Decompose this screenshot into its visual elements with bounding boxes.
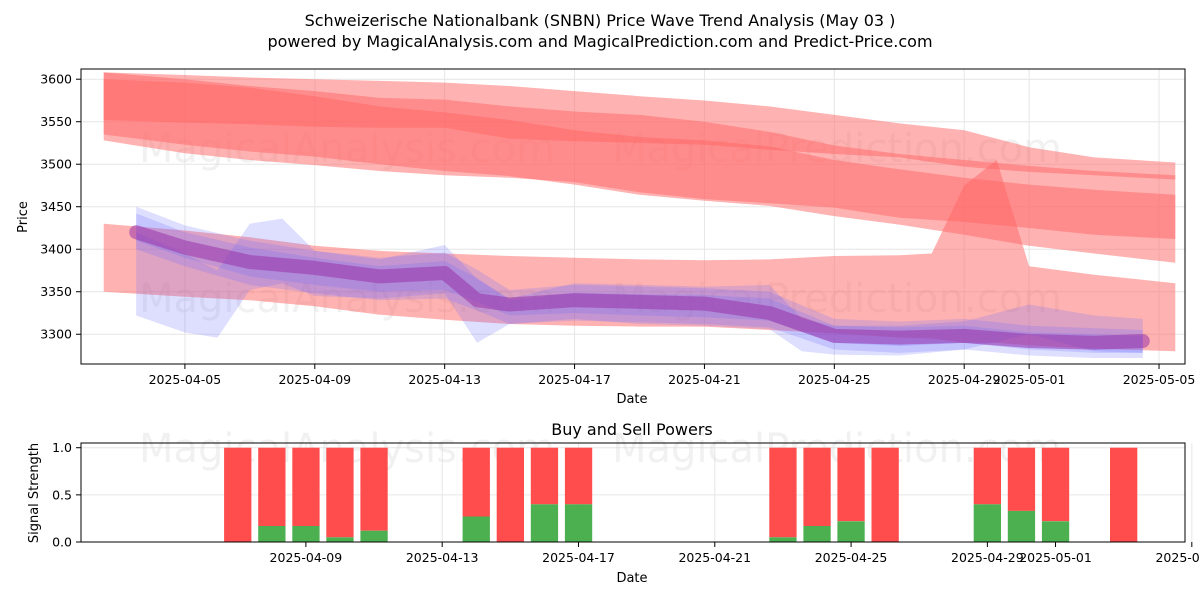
- sell-bar-1: [258, 447, 286, 526]
- chart-title-line1: Schweizerische Nationalbank (SNBN) Price…: [305, 11, 896, 30]
- price-y-tick-label-5: 3550: [40, 114, 72, 129]
- buy-bar-5: [462, 516, 490, 542]
- signal-bars: [224, 447, 1138, 542]
- sell-bar-11: [837, 447, 865, 522]
- signal-x-ticks: 2025-04-09 2025-04-13 2025-04-17 2025-04-21…: [270, 542, 1200, 565]
- signal-x-tick-label-6: 2025-05-01: [1019, 550, 1092, 565]
- price-x-label: Date: [616, 392, 647, 407]
- signal-x-tick-label-1: 2025-04-13: [406, 550, 479, 565]
- price-y-tick-label-4: 3500: [40, 157, 72, 172]
- buy-bar-15: [1041, 521, 1070, 542]
- price-x-tick-label-7: 2025-05-01: [993, 372, 1066, 387]
- sell-bar-2: [292, 447, 320, 526]
- signal-y-ticks: 0.0 0.5 1.0: [52, 440, 81, 550]
- sell-bar-0: [224, 447, 252, 542]
- buy-bar-2: [292, 526, 320, 542]
- signal-x-label: Date: [616, 571, 647, 586]
- signal-x-tick-label-5: 2025-04-29: [951, 550, 1024, 565]
- signal-chart-title: Buy and Sell Powers: [551, 420, 713, 439]
- price-x-tick-label-6: 2025-04-29: [928, 372, 1001, 387]
- purple-trend-line: [129, 225, 1150, 350]
- price-y-tick-label-2: 3400: [40, 242, 72, 257]
- sell-bar-3: [326, 447, 354, 538]
- sell-bar-6: [496, 447, 524, 542]
- sell-bar-7: [530, 447, 559, 505]
- price-chart: MagicalAnalysis.com MagicalPrediction.co…: [16, 68, 1196, 407]
- signal-x-tick-label-7: 2025-05-05: [1155, 550, 1200, 565]
- buy-bar-9: [769, 537, 797, 542]
- sell-bar-8: [564, 447, 593, 505]
- signal-x-tick-label-2: 2025-04-17: [542, 550, 615, 565]
- price-x-tick-label-0: 2025-04-05: [149, 372, 222, 387]
- red-wave-band-3: [103, 160, 1176, 352]
- sell-bar-5: [462, 447, 490, 517]
- buy-bar-10: [803, 526, 831, 542]
- price-x-ticks: 2025-04-05 2025-04-09 2025-04-13 2025-04-17…: [149, 364, 1196, 387]
- signal-x-tick-label-0: 2025-04-09: [270, 550, 343, 565]
- sell-bar-14: [1007, 447, 1036, 511]
- price-x-tick-label-2: 2025-04-13: [408, 372, 481, 387]
- buy-bar-13: [973, 504, 1001, 542]
- sell-bar-4: [360, 447, 388, 531]
- signal-x-tick-label-3: 2025-04-21: [678, 550, 751, 565]
- sell-bar-12: [871, 447, 899, 542]
- sell-bar-13: [973, 447, 1001, 505]
- buy-bar-14: [1007, 510, 1036, 542]
- buy-bar-11: [837, 521, 865, 542]
- price-x-tick-label-1: 2025-04-09: [278, 372, 351, 387]
- signal-chart: Buy and Sell Powers MagicalAnalysis.com …: [27, 420, 1200, 586]
- signal-y-tick-label-0: 0.0: [52, 535, 72, 550]
- signal-y-label: Signal Strength: [27, 443, 42, 543]
- red-wave-band-2: [103, 79, 1176, 263]
- chart-title-line2: powered by MagicalAnalysis.com and Magic…: [267, 32, 932, 51]
- price-y-tick-label-6: 3600: [40, 72, 72, 87]
- price-x-tick-label-8: 2025-05-05: [1123, 372, 1196, 387]
- price-bands: [103, 72, 1176, 358]
- signal-y-tick-label-1: 0.5: [52, 487, 72, 502]
- blue-wave-band-2: [136, 218, 1143, 356]
- signal-x-tick-label-4: 2025-04-25: [815, 550, 888, 565]
- price-y-label: Price: [16, 201, 31, 233]
- signal-y-tick-label-2: 1.0: [52, 440, 72, 455]
- buy-bar-8: [564, 504, 593, 542]
- red-wave-band-1: [103, 72, 1176, 180]
- buy-bar-4: [360, 530, 388, 542]
- price-plot-frame: [80, 68, 1186, 365]
- price-y-tick-label-0: 3300: [40, 327, 72, 342]
- signal-plot-frame: [80, 442, 1186, 543]
- buy-bar-1: [258, 526, 286, 542]
- price-x-tick-label-4: 2025-04-21: [668, 372, 741, 387]
- price-y-tick-label-3: 3450: [40, 199, 72, 214]
- sell-bar-10: [803, 447, 831, 526]
- price-y-tick-label-1: 3350: [40, 284, 72, 299]
- price-x-tick-label-5: 2025-04-25: [798, 372, 871, 387]
- price-y-ticks: 3300 3350 3400 3450 3500 3550 3600: [40, 72, 81, 342]
- buy-bar-7: [530, 504, 559, 542]
- sell-bar-15: [1041, 447, 1070, 522]
- sell-bar-16: [1110, 447, 1138, 542]
- price-x-tick-label-3: 2025-04-17: [538, 372, 611, 387]
- sell-bar-9: [769, 447, 797, 538]
- buy-bar-3: [326, 537, 354, 542]
